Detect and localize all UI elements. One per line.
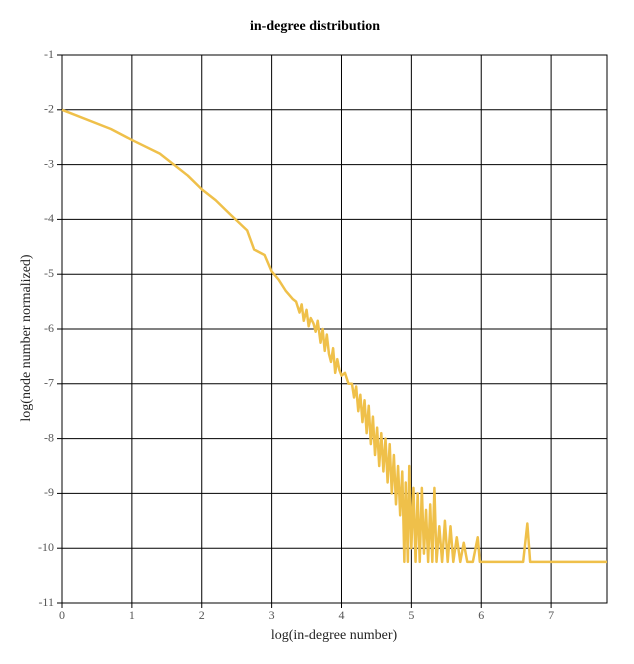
y-tick-label: -9: [44, 485, 54, 499]
x-tick-label: 6: [478, 608, 484, 622]
x-tick-label: 1: [129, 608, 135, 622]
x-tick-label: 3: [269, 608, 275, 622]
y-axis-title: log(node number normalized): [19, 254, 34, 422]
y-tick-label: -8: [44, 430, 54, 444]
y-tick-label: -6: [44, 321, 54, 335]
y-tick-label: -7: [44, 376, 54, 390]
x-tick-label: 0: [59, 608, 65, 622]
x-tick-label: 5: [408, 608, 414, 622]
y-tick-label: -5: [44, 266, 54, 280]
x-tick-label: 2: [199, 608, 205, 622]
y-tick-label: -1: [44, 47, 54, 61]
x-tick-label: 4: [338, 608, 344, 622]
data-line: [61, 108, 607, 564]
x-tick-label: 7: [548, 608, 554, 622]
chart-title: in-degree distribution: [250, 19, 380, 34]
y-tick-label: -2: [44, 102, 54, 116]
y-tick-label: -4: [44, 211, 54, 225]
y-tick-label: -10: [38, 540, 54, 554]
y-tick-label: -11: [38, 595, 54, 609]
y-tick-label: -3: [44, 156, 54, 170]
x-axis-title: log(in-degree number): [271, 628, 398, 643]
